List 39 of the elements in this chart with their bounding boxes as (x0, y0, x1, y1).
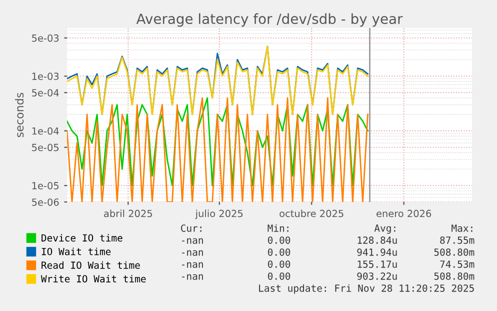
text: 0.00 (268, 248, 290, 256)
y-tick-label: 1e-04 (32, 127, 59, 135)
y-tick-label: 5e-03 (32, 34, 59, 42)
legend-label: Write IO Wait time (40, 274, 146, 282)
text: Max: (452, 224, 472, 232)
chart-title: Average latency for /dev/sdb - by year (136, 13, 403, 27)
text: Min: (268, 224, 288, 232)
text: 508.80m (434, 272, 474, 280)
x-tick-label: octubre 2025 (280, 210, 344, 218)
legend-label: Read IO Wait time (42, 261, 140, 269)
text: -nan (182, 238, 203, 244)
y-tick-label: 1e-03 (32, 72, 59, 80)
text: 128.84u (358, 236, 397, 244)
y-tick-label: 5e-06 (32, 198, 59, 206)
line-series (67, 46, 368, 116)
text: Last update: Fri Nov 28 11:20:25 2025 (259, 284, 474, 294)
text: 87.55m (440, 236, 474, 244)
x-tick-label: julio 2025 (195, 210, 243, 220)
x-tick-label: enero 2026 (376, 210, 432, 218)
text: Avg: (374, 224, 396, 234)
text: -nan (182, 274, 203, 280)
y-tick-label: 5e-04 (32, 89, 59, 96)
x-tick-label: abril 2025 (104, 210, 152, 218)
text: Cur: (181, 224, 202, 232)
text: 903.22u (357, 272, 397, 280)
text: 155.17u (358, 260, 397, 268)
text: 0.00 (268, 236, 290, 244)
text: -nan (182, 250, 203, 256)
text: 941.94u (357, 248, 397, 256)
y-tick-label: 5e-05 (32, 144, 59, 152)
text: 74.53m (440, 260, 474, 268)
legend-label: IO Wait time (42, 248, 111, 256)
y-tick-label: 1e-05 (32, 182, 59, 190)
text: 508.80m (434, 248, 474, 256)
y-axis-title: seconds (15, 92, 24, 138)
text: 0.00 (268, 260, 290, 268)
text: -nan (182, 262, 203, 268)
text: 0.00 (268, 272, 290, 280)
legend-label: Device IO time (42, 234, 122, 242)
